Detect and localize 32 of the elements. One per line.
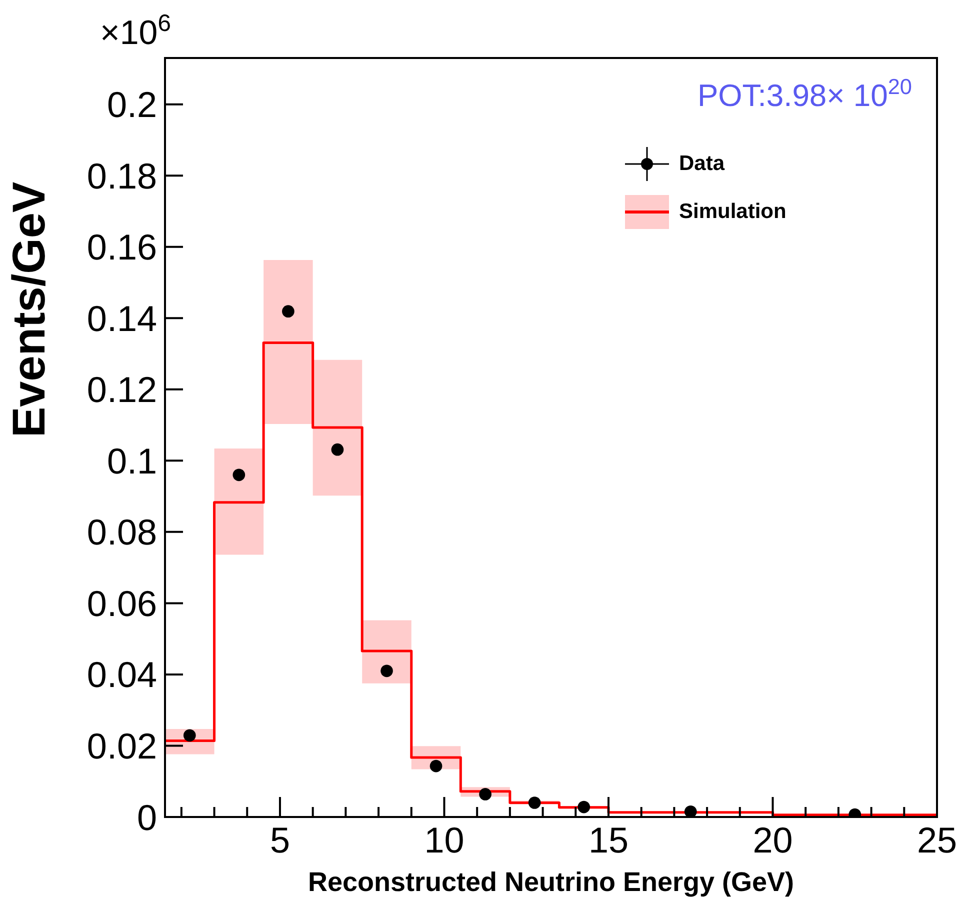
point — [528, 796, 541, 809]
point — [232, 468, 246, 482]
y-tick-label: 0.16 — [86, 226, 157, 268]
y-tick-label: 0.04 — [86, 654, 157, 696]
x-tick-label: 5 — [270, 820, 290, 861]
text: ×10$^{6}$ — [100, 10, 171, 52]
y-tick-label: 0.02 — [86, 726, 157, 767]
x-tick-label: 15 — [588, 820, 629, 861]
point — [578, 800, 590, 814]
x-axis-title: Reconstructed Neutrino Energy (GeV) — [308, 867, 794, 897]
y-tick-label: 0.2 — [106, 84, 157, 126]
point — [430, 760, 442, 772]
y-tick-label: 0.1 — [106, 440, 157, 482]
x-tick-label: 20 — [752, 820, 793, 861]
x-tick-label: 25 — [916, 820, 958, 861]
y-tick-label: 0.14 — [86, 298, 157, 339]
point — [282, 305, 294, 318]
point — [183, 729, 196, 742]
point — [331, 443, 344, 456]
y-tick-label: 0.18 — [86, 155, 157, 196]
legend-label: Simulation — [679, 200, 786, 224]
y-tick-label: 0.06 — [86, 582, 157, 624]
y-axis-title: Events/GeV — [2, 182, 54, 438]
point — [684, 805, 697, 817]
annotation: POT:3.98× 10$^{20}$ — [697, 74, 912, 113]
point — [380, 664, 393, 678]
legend-label: Data — [679, 152, 725, 176]
x-tick-label: 10 — [424, 820, 464, 861]
y-tick-label: 0.12 — [86, 369, 157, 410]
point — [479, 788, 492, 800]
y-tick-label: 0 — [136, 796, 157, 838]
y-tick-label: 0.08 — [86, 512, 157, 553]
